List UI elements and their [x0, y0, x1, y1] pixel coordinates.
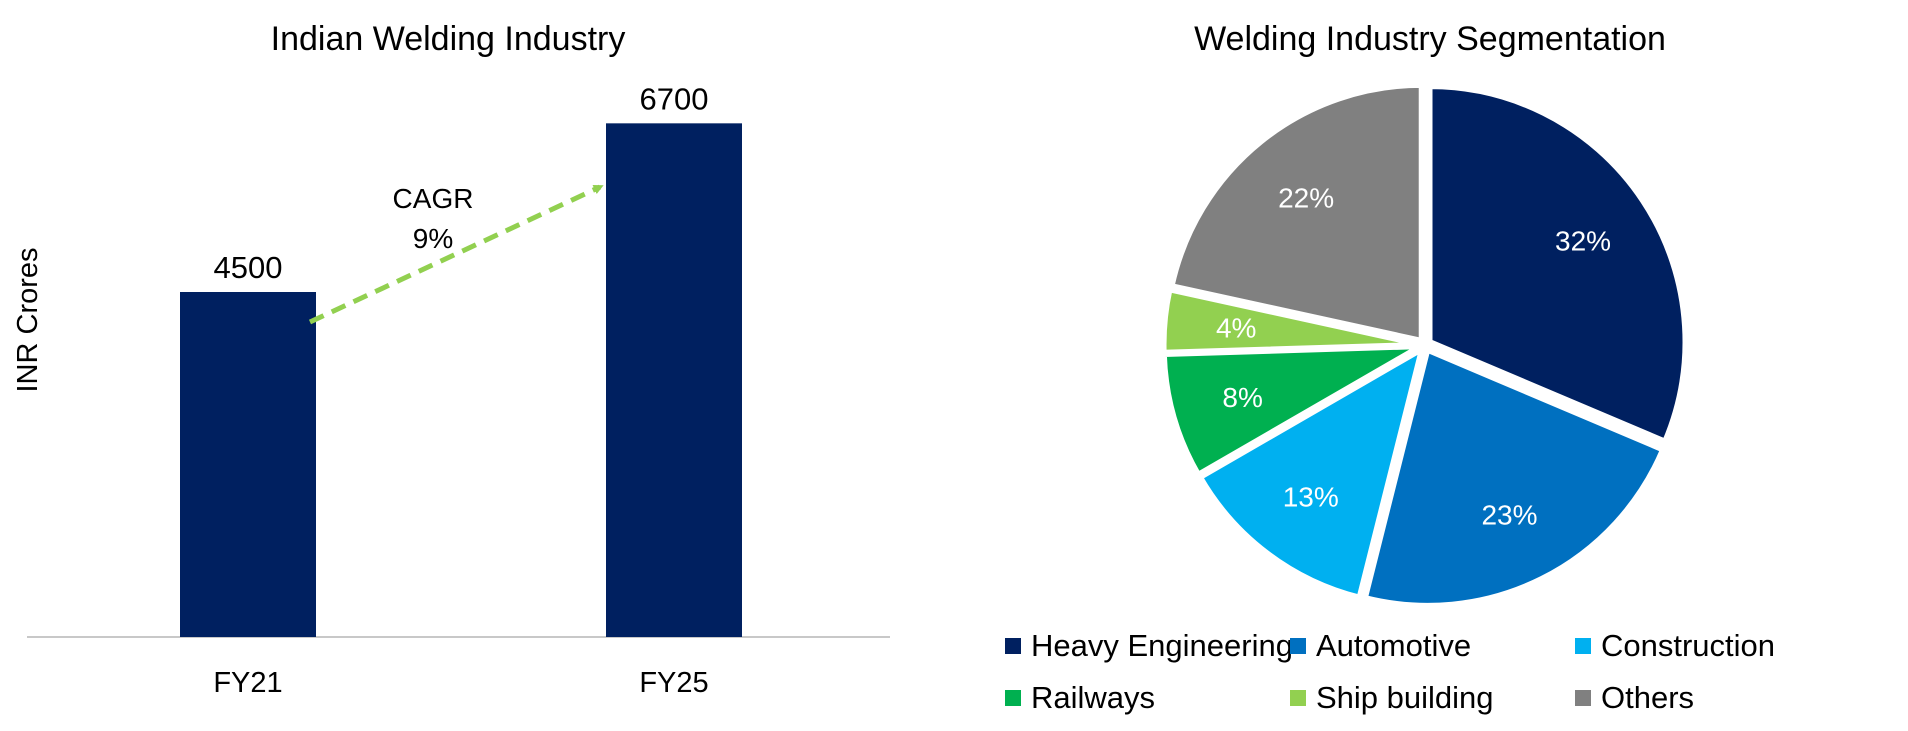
slice-others [1169, 82, 1424, 343]
legend-swatch [1290, 690, 1306, 706]
cagr-arrow [308, 184, 604, 325]
slice-label-automotive: 23% [1481, 500, 1537, 531]
slice-ship-building [1161, 287, 1422, 355]
legend-label: Automotive [1316, 628, 1472, 663]
slice-railways [1161, 344, 1422, 477]
legend-label: Construction [1601, 628, 1776, 663]
cagr-value: 9% [413, 223, 453, 254]
bar-marks: 4500 FY21 6700 FY25 [180, 81, 742, 699]
slice-label-others: 22% [1278, 182, 1334, 213]
cagr-label: CAGR [393, 183, 474, 214]
bar-fy21 [180, 292, 316, 637]
legend-item-others: Others [1575, 682, 1875, 714]
legend-item-ship-building: Ship building [1290, 682, 1575, 714]
x-tick-fy21: FY21 [213, 667, 282, 699]
legend-label: Railways [1031, 680, 1156, 715]
y-axis-label: INR Crores [12, 247, 44, 392]
pie-legend: Heavy Engineering Automotive Construction R… [1005, 630, 1905, 714]
bar-chart-title: Indian Welding Industry [271, 20, 626, 58]
slice-label-construction: 13% [1283, 481, 1339, 512]
slice-label-heavy-engineering: 32% [1555, 225, 1611, 256]
legend-label: Others [1601, 680, 1695, 715]
data-label-fy25: 6700 [640, 81, 709, 116]
slice-label-ship-building: 4% [1216, 313, 1256, 344]
slice-heavy-engineering [1427, 84, 1688, 444]
pie-chart-title: Welding Industry Segmentation [1194, 20, 1666, 58]
slice-automotive [1362, 347, 1666, 608]
slice-construction [1198, 347, 1424, 600]
bar-fy25 [606, 123, 742, 638]
pie-slices: 32% 23% 13% 8% 4% 22% [1161, 82, 1688, 608]
data-label-fy21: 4500 [214, 250, 283, 285]
legend-swatch [1575, 690, 1591, 706]
x-tick-fy25: FY25 [639, 667, 708, 699]
cagr-annotation: CAGR 9% [308, 183, 604, 325]
legend-label: Ship building [1316, 680, 1494, 715]
legend-item-automotive: Automotive [1290, 630, 1575, 662]
legend-label: Heavy Engineering [1031, 628, 1293, 663]
legend-swatch [1005, 638, 1021, 654]
legend-swatch [1575, 638, 1591, 654]
legend-swatch [1005, 690, 1021, 706]
legend-item-railways: Railways [1005, 682, 1290, 714]
legend-item-heavy-engineering: Heavy Engineering [1005, 628, 1293, 663]
bar-chart: Indian Welding Industry INR Crores 4500 F… [12, 20, 890, 699]
slice-label-railways: 8% [1222, 382, 1262, 413]
legend-swatch [1290, 638, 1306, 654]
legend-item-construction: Construction [1575, 630, 1875, 662]
